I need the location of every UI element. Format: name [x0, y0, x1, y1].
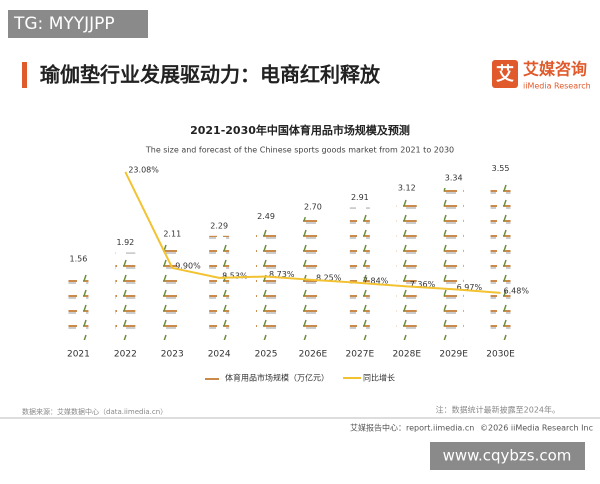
x-tick-label: 2022	[114, 350, 137, 360]
title-accent	[22, 62, 27, 88]
x-tick-label: 2025	[255, 350, 278, 360]
x-tick-label: 2028E	[392, 350, 421, 360]
x-tick-label: 2029E	[439, 350, 468, 360]
value-label: 8.25%	[316, 273, 342, 282]
watermark-box	[430, 442, 585, 470]
x-tick-label: 2023	[161, 350, 184, 360]
x-tick-label: 2030E	[486, 350, 515, 360]
watermark: TG: MYYJJPP	[13, 14, 115, 34]
page-title: 瑜伽垫行业发展驱动力：电商红利释放	[40, 63, 381, 87]
value-label: 2.91	[351, 193, 369, 202]
value-label: 8.73%	[269, 270, 295, 279]
value-label: 3.34	[445, 174, 463, 183]
note: 注：数据统计最新披露至2024年。	[436, 405, 560, 415]
logo-cn: 艾媒咨询	[523, 60, 587, 79]
bar	[256, 226, 277, 340]
source: 数据来源：艾媒数据中心（data.iimedia.cn）	[22, 407, 167, 416]
value-label: 23.08%	[128, 165, 159, 174]
logo-mark: 艾	[496, 63, 514, 85]
logo-icon	[492, 60, 518, 88]
value-label: 2.70	[304, 203, 322, 212]
value-label: 6.97%	[457, 283, 483, 292]
value-label: 7.84%	[363, 276, 389, 285]
value-label: 2.11	[163, 229, 181, 238]
chart-subtitle: The size and forecast of the Chinese spo…	[145, 146, 454, 155]
watermark: www.cqybzs.com	[443, 447, 572, 465]
bar	[302, 217, 323, 340]
x-tick-label: 2024	[208, 350, 231, 360]
bar	[68, 269, 89, 340]
legend-label: 同比增长	[363, 373, 395, 383]
value-label: 2.29	[210, 221, 228, 230]
value-label: 8.53%	[222, 271, 248, 280]
value-label: 2.49	[257, 212, 275, 221]
x-tick-label: 2027E	[346, 350, 375, 360]
value-label: 3.55	[492, 164, 510, 173]
bar	[490, 178, 511, 340]
value-label: 3.12	[398, 184, 416, 193]
legend-label: 体育用品市场规模（万亿元）	[225, 373, 329, 383]
bar	[209, 235, 230, 340]
watermark-box	[8, 10, 148, 38]
chart-title: 2021-2030年中国体育用品市场规模及预测	[190, 123, 410, 137]
value-label: 1.92	[116, 238, 134, 247]
footer-site: 艾媒报告中心：report.iimedia.cn	[350, 423, 474, 433]
value-label: 1.56	[70, 255, 88, 264]
footer-copyright: ©2026 iiMedia Research Inc	[480, 424, 593, 433]
bar	[115, 252, 136, 340]
value-label: 9.90%	[175, 261, 201, 270]
logo-en: iiMedia Research	[523, 82, 591, 91]
bar	[349, 207, 370, 340]
bar	[162, 243, 183, 340]
line	[124, 171, 501, 294]
bar	[443, 188, 464, 340]
x-tick-label: 2026E	[299, 350, 328, 360]
value-label: 7.36%	[410, 280, 436, 289]
bar	[396, 198, 417, 340]
value-label: 6.48%	[504, 286, 530, 295]
x-tick-label: 2021	[67, 350, 90, 360]
